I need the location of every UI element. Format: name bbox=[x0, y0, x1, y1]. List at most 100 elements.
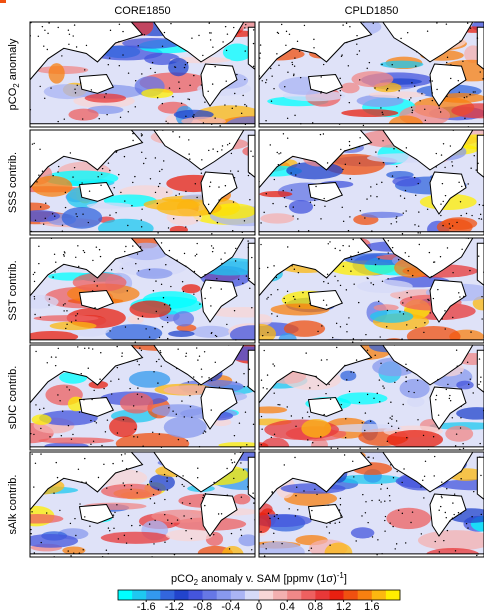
colorbar-bin bbox=[358, 590, 372, 600]
stipple bbox=[214, 66, 215, 67]
stipple bbox=[153, 494, 154, 495]
stipple bbox=[55, 365, 56, 366]
stipple bbox=[133, 436, 134, 437]
stipple bbox=[123, 419, 124, 420]
stipple bbox=[125, 246, 126, 247]
stipple bbox=[387, 488, 388, 489]
stipple bbox=[221, 263, 222, 264]
stipple bbox=[251, 257, 252, 258]
stipple bbox=[276, 53, 277, 54]
stipple bbox=[425, 461, 426, 462]
stipple bbox=[358, 302, 359, 303]
stipple bbox=[130, 489, 131, 490]
stipple bbox=[262, 335, 263, 336]
stipple bbox=[437, 289, 438, 290]
stipple bbox=[100, 352, 101, 353]
stipple bbox=[230, 170, 231, 171]
stipple bbox=[312, 442, 313, 443]
colorbar-bin bbox=[132, 590, 146, 600]
stipple bbox=[35, 463, 36, 464]
stipple bbox=[208, 150, 209, 151]
land bbox=[248, 135, 255, 177]
stipple bbox=[377, 393, 378, 394]
stipple bbox=[473, 491, 474, 492]
anomaly-patch bbox=[233, 494, 250, 505]
stipple bbox=[346, 324, 347, 325]
stipple bbox=[96, 246, 97, 247]
stipple bbox=[81, 481, 82, 482]
stipple bbox=[422, 480, 423, 481]
stipple bbox=[278, 65, 279, 66]
stipple bbox=[131, 485, 132, 486]
stipple bbox=[136, 471, 137, 472]
stipple bbox=[102, 168, 103, 169]
stipple bbox=[392, 175, 393, 176]
stipple bbox=[209, 186, 210, 187]
stipple bbox=[300, 123, 301, 124]
stipple bbox=[393, 148, 394, 149]
stipple bbox=[83, 250, 84, 251]
stipple bbox=[445, 328, 446, 329]
stipple bbox=[221, 513, 222, 514]
row-label: pCO2 anomaly bbox=[7, 38, 21, 110]
stipple bbox=[442, 225, 443, 226]
stipple bbox=[155, 157, 156, 158]
stipple bbox=[403, 313, 404, 314]
stipple bbox=[226, 468, 227, 469]
stipple bbox=[416, 51, 417, 52]
stipple bbox=[450, 64, 451, 65]
stipple bbox=[460, 513, 461, 514]
stipple bbox=[126, 542, 127, 543]
stipple bbox=[134, 429, 135, 430]
stipple bbox=[349, 245, 350, 246]
colorbar-bin bbox=[315, 590, 329, 600]
stipple bbox=[260, 244, 261, 245]
stipple bbox=[243, 373, 244, 374]
stipple bbox=[277, 152, 278, 153]
stipple bbox=[415, 327, 416, 328]
colorbar-bin bbox=[386, 590, 400, 600]
stipple bbox=[190, 406, 191, 407]
stipple bbox=[467, 22, 468, 23]
stipple bbox=[155, 280, 156, 281]
stipple bbox=[308, 230, 309, 231]
stipple bbox=[55, 357, 56, 358]
stipple bbox=[40, 86, 41, 87]
stipple bbox=[240, 447, 241, 448]
stipple bbox=[323, 64, 324, 65]
stipple bbox=[58, 348, 59, 349]
stipple bbox=[222, 41, 223, 42]
stipple bbox=[340, 95, 341, 96]
stipple bbox=[159, 337, 160, 338]
stipple bbox=[461, 406, 462, 407]
stipple bbox=[33, 434, 34, 435]
stipple bbox=[38, 175, 39, 176]
stipple bbox=[466, 213, 467, 214]
stipple bbox=[245, 412, 246, 413]
stipple bbox=[225, 26, 226, 27]
stipple bbox=[274, 365, 275, 366]
stipple bbox=[144, 34, 145, 35]
stipple bbox=[251, 307, 252, 308]
stipple bbox=[249, 278, 250, 279]
stipple bbox=[405, 252, 406, 253]
stipple bbox=[64, 118, 65, 119]
stipple bbox=[440, 256, 441, 257]
stipple bbox=[227, 494, 228, 495]
stipple bbox=[209, 23, 210, 24]
colorbar-tick-label: 1.6 bbox=[364, 601, 379, 613]
anomaly-patch bbox=[387, 430, 443, 449]
stipple bbox=[384, 520, 385, 521]
stipple bbox=[84, 458, 85, 459]
stipple bbox=[164, 542, 165, 543]
stipple bbox=[325, 393, 326, 394]
stipple bbox=[373, 23, 374, 24]
stipple bbox=[202, 497, 203, 498]
stipple bbox=[442, 183, 443, 184]
stipple bbox=[105, 431, 106, 432]
stipple bbox=[106, 114, 107, 115]
stipple bbox=[193, 75, 194, 76]
stipple bbox=[164, 304, 165, 305]
stipple bbox=[120, 117, 121, 118]
stipple bbox=[396, 543, 397, 544]
